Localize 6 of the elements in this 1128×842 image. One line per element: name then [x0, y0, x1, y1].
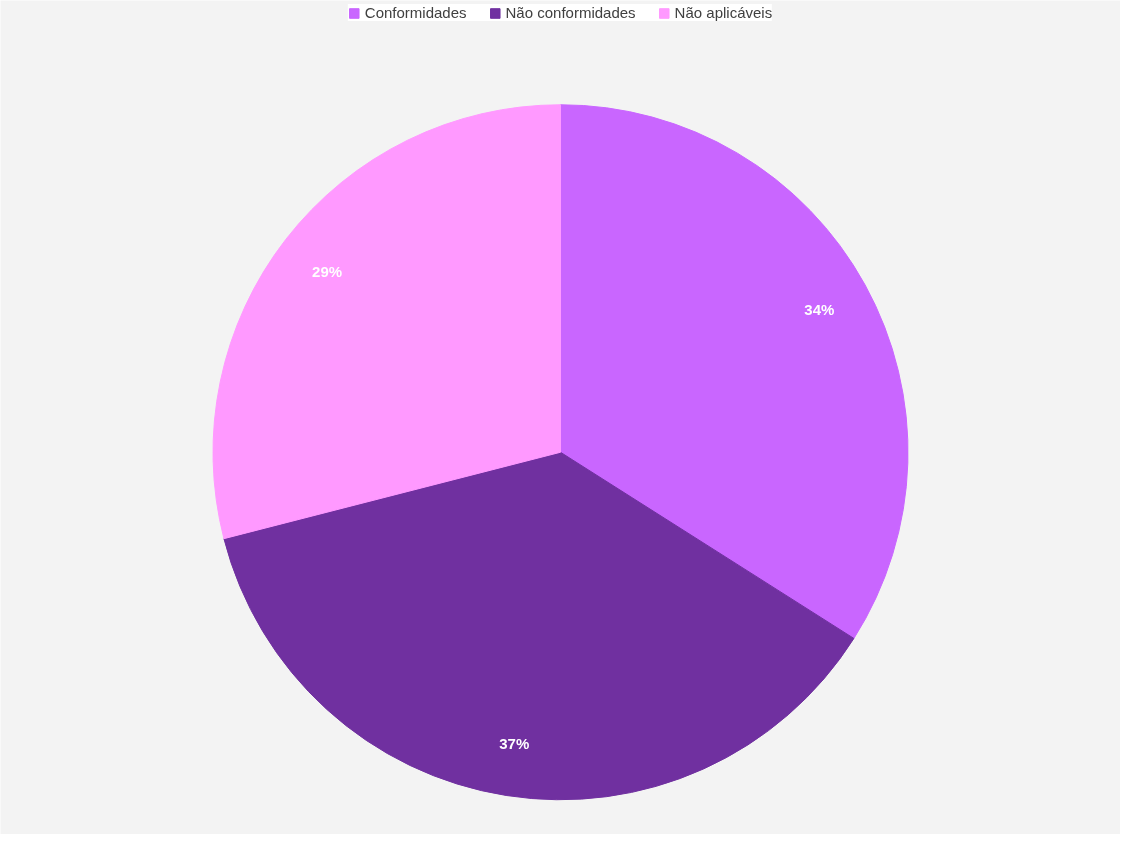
legend-label: Conformidades: [364, 4, 467, 21]
legend-label: Não conformidades: [505, 4, 636, 21]
data-label: 37%: [499, 735, 530, 753]
data-label: 29%: [312, 262, 343, 280]
legend-label: Não aplicáveis: [674, 4, 773, 21]
data-label: 34%: [804, 301, 835, 319]
